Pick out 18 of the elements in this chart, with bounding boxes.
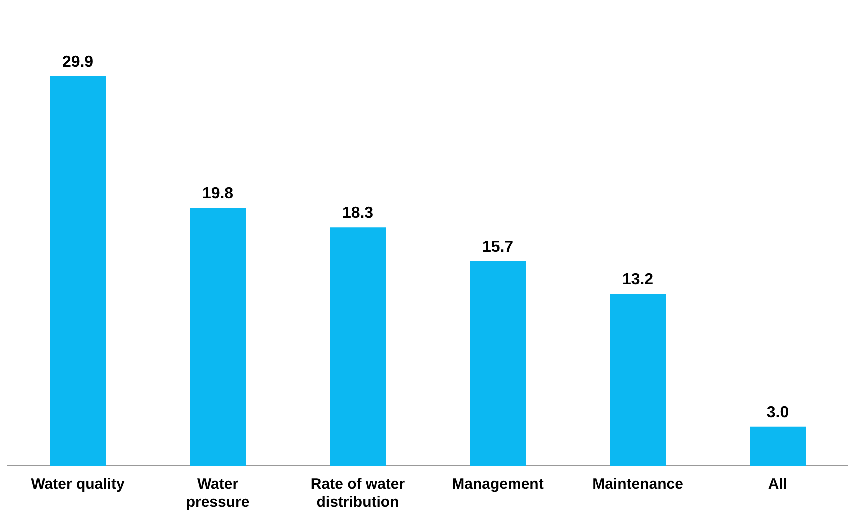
x-tick-label: Water pressure — [186, 476, 250, 512]
bar — [50, 76, 106, 466]
x-tick-label: Water quality — [31, 476, 126, 494]
x-tick-label: All — [768, 476, 788, 494]
data-label: 18.3 — [342, 204, 374, 222]
data-label: 29.9 — [62, 54, 94, 71]
bar — [750, 426, 806, 466]
data-label: 3.0 — [766, 404, 790, 422]
bar — [610, 294, 666, 466]
bar — [330, 228, 386, 466]
x-tick-label: Maintenance — [592, 476, 684, 494]
x-tick-label: Management — [452, 476, 544, 494]
data-label: 13.2 — [622, 271, 654, 288]
data-label: 15.7 — [482, 238, 514, 256]
data-label: 19.8 — [202, 185, 234, 202]
bar — [470, 261, 526, 466]
x-tick-label: Rate of water distribution — [310, 476, 406, 512]
bar — [190, 208, 246, 466]
